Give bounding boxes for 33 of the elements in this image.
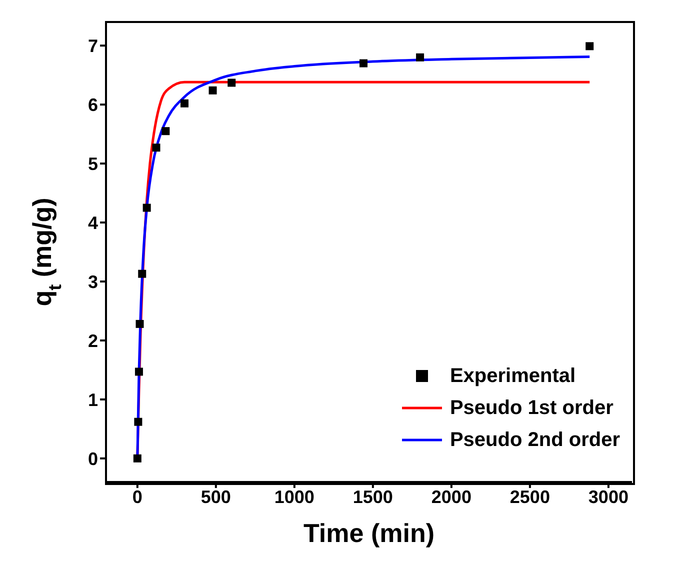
point [142,204,151,212]
y-tick-label: 4 [88,212,98,233]
y-tick-label: 0 [88,448,98,469]
legend-label: Pseudo 1st order [450,396,614,420]
point [162,127,170,136]
y-tick-label: 7 [88,36,98,56]
x-tick-label: 0 [132,486,142,507]
legend-label: Experimental [450,364,576,388]
y-tick-label: 1 [88,390,98,410]
x-axis-title: Time (min) [304,518,434,548]
y-tick-label: 3 [88,272,98,292]
x-tick-label: 1000 [274,486,314,507]
point [134,418,142,426]
y-tick-label: 5 [88,154,98,174]
point [133,454,142,462]
x-tick-label: 3000 [588,486,628,507]
y-tick-label: 6 [88,94,98,115]
point [136,320,144,328]
point [360,59,368,68]
point [208,86,217,94]
point [180,99,189,108]
point [152,144,160,152]
point [228,78,236,87]
point [586,42,594,50]
legend-label: Pseudo 2nd order [450,428,620,452]
point [134,368,143,376]
x-tick-label: 1500 [352,486,393,507]
x-tick-label: 2000 [431,486,472,507]
y-tick-label: 2 [88,330,98,351]
point [416,53,424,62]
x-tick-label: 500 [200,486,231,507]
x-tick-label: 2500 [510,486,550,507]
point [138,270,146,278]
